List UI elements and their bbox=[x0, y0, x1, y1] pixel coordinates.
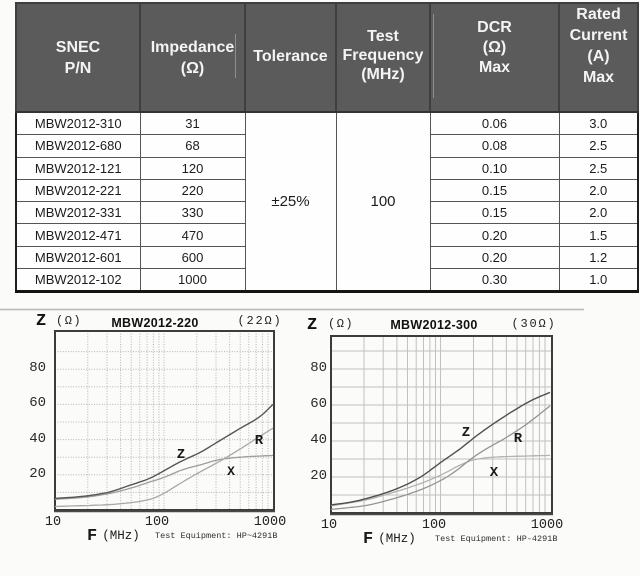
svg-text:100: 100 bbox=[145, 515, 169, 530]
svg-text:10: 10 bbox=[45, 515, 61, 530]
svg-text:(Ω): (Ω) bbox=[328, 317, 354, 331]
svg-text:MBW2012-220: MBW2012-220 bbox=[111, 316, 198, 330]
svg-text:X: X bbox=[490, 465, 499, 481]
svg-text:(Ω): (Ω) bbox=[56, 314, 82, 328]
svg-text:40: 40 bbox=[310, 432, 327, 448]
svg-text:80: 80 bbox=[310, 360, 327, 376]
svg-text:(30Ω): (30Ω) bbox=[511, 317, 556, 331]
svg-text:Test Equipment: HP~4291B: Test Equipment: HP~4291B bbox=[155, 531, 277, 541]
svg-text:60: 60 bbox=[310, 396, 327, 412]
svg-text:R: R bbox=[255, 433, 264, 449]
svg-text:MBW2012-300: MBW2012-300 bbox=[390, 318, 477, 332]
svg-text:Z: Z bbox=[177, 447, 185, 463]
svg-text:1000: 1000 bbox=[254, 515, 286, 530]
svg-text:60: 60 bbox=[29, 395, 46, 411]
svg-text:100: 100 bbox=[422, 518, 446, 533]
svg-text:R: R bbox=[514, 431, 523, 447]
svg-text:20: 20 bbox=[29, 466, 46, 482]
svg-text:10: 10 bbox=[321, 518, 337, 533]
svg-text:Z: Z bbox=[36, 312, 46, 331]
svg-text:F(MHz): F (MHz) bbox=[87, 527, 140, 546]
svg-text:80: 80 bbox=[29, 360, 46, 376]
svg-text:Z: Z bbox=[307, 316, 317, 335]
svg-text:Test Equipment: HP-4291B: Test Equipment: HP-4291B bbox=[435, 534, 557, 544]
svg-text:X: X bbox=[227, 464, 235, 479]
svg-text:(22Ω): (22Ω) bbox=[237, 314, 282, 328]
svg-text:F(MHz): F (MHz) bbox=[363, 530, 416, 549]
svg-text:Z: Z bbox=[462, 425, 470, 441]
svg-text:20: 20 bbox=[310, 468, 327, 484]
svg-text:40: 40 bbox=[29, 431, 46, 447]
svg-text:1000: 1000 bbox=[531, 518, 563, 533]
